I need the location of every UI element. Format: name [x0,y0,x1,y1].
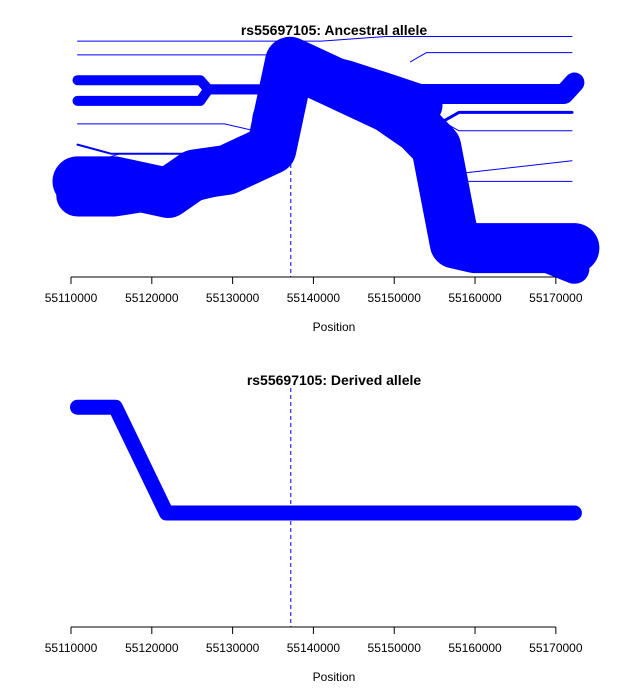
x-tick-label: 55120000 [125,641,179,655]
haplotype-path [450,174,573,182]
x-tick-label: 55140000 [287,641,341,655]
chart-title: rs55697105: Ancestral allele [241,22,427,38]
haplotype-path [409,52,573,63]
x-tick-label: 55160000 [448,291,502,305]
x-tick-label: 55110000 [45,641,98,655]
ancestral-allele-panel: rs55697105: Ancestral allele 55110000 551… [45,22,600,334]
haplotype-path [77,49,290,56]
haplotype-path [72,84,270,106]
haplotype-path [56,150,248,217]
haplotype-path [77,123,266,134]
x-axis-label: Position [313,670,356,684]
x-axis: 55110000 55120000 55130000 55140000 55150000… [45,276,583,305]
haplotype-path [412,72,585,104]
x-tick-label: 55110000 [45,291,98,305]
x-tick-label: 55120000 [125,291,179,305]
x-tick-label: 55130000 [206,641,260,655]
derived-allele-panel: rs55697105: Derived allele 55110000 55120… [45,372,583,684]
haplotype-path [443,233,590,284]
x-tick-label: 55160000 [448,641,502,655]
haplotype-lines [52,36,600,284]
x-tick-label: 55150000 [368,641,422,655]
haplotype-path [70,399,582,521]
haplotype-path [417,110,574,124]
haplotype-path [450,160,573,175]
haplotype-path [77,153,209,169]
x-tick-label: 55150000 [368,291,422,305]
haplotype-path [442,121,573,132]
chart-title: rs55697105: Derived allele [247,372,422,388]
haplotype-lines [70,388,582,627]
x-tick-label: 55170000 [529,641,583,655]
x-axis: 55110000 55120000 55130000 55140000 55150000… [45,626,583,655]
haplotype-path [77,36,573,42]
haplotype-path [252,46,443,140]
x-axis-label: Position [313,320,356,334]
x-tick-label: 55130000 [206,291,260,305]
x-tick-label: 55170000 [529,291,583,305]
x-tick-label: 55140000 [287,291,341,305]
